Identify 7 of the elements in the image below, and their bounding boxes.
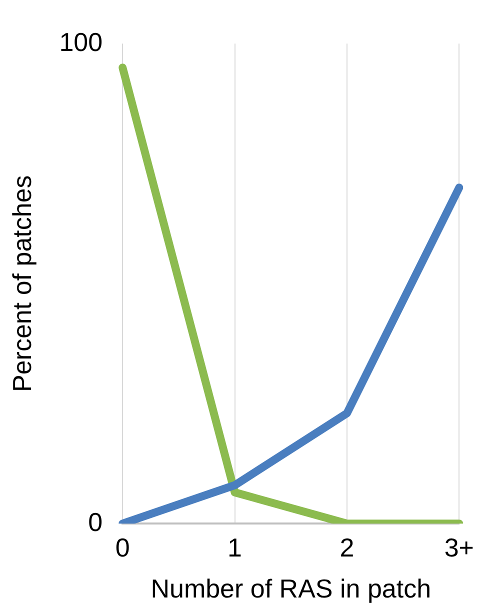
y-axis-title: Percent of patches	[6, 175, 37, 392]
x-axis-title: Number of RAS in patch	[150, 574, 432, 604]
x-tick-label: 2	[340, 532, 354, 562]
x-tick-label: 0	[115, 532, 130, 562]
x-tick-label: 1	[228, 532, 242, 562]
y-tick-label: 100	[59, 26, 103, 57]
x-tick-label: 3+	[444, 532, 474, 562]
